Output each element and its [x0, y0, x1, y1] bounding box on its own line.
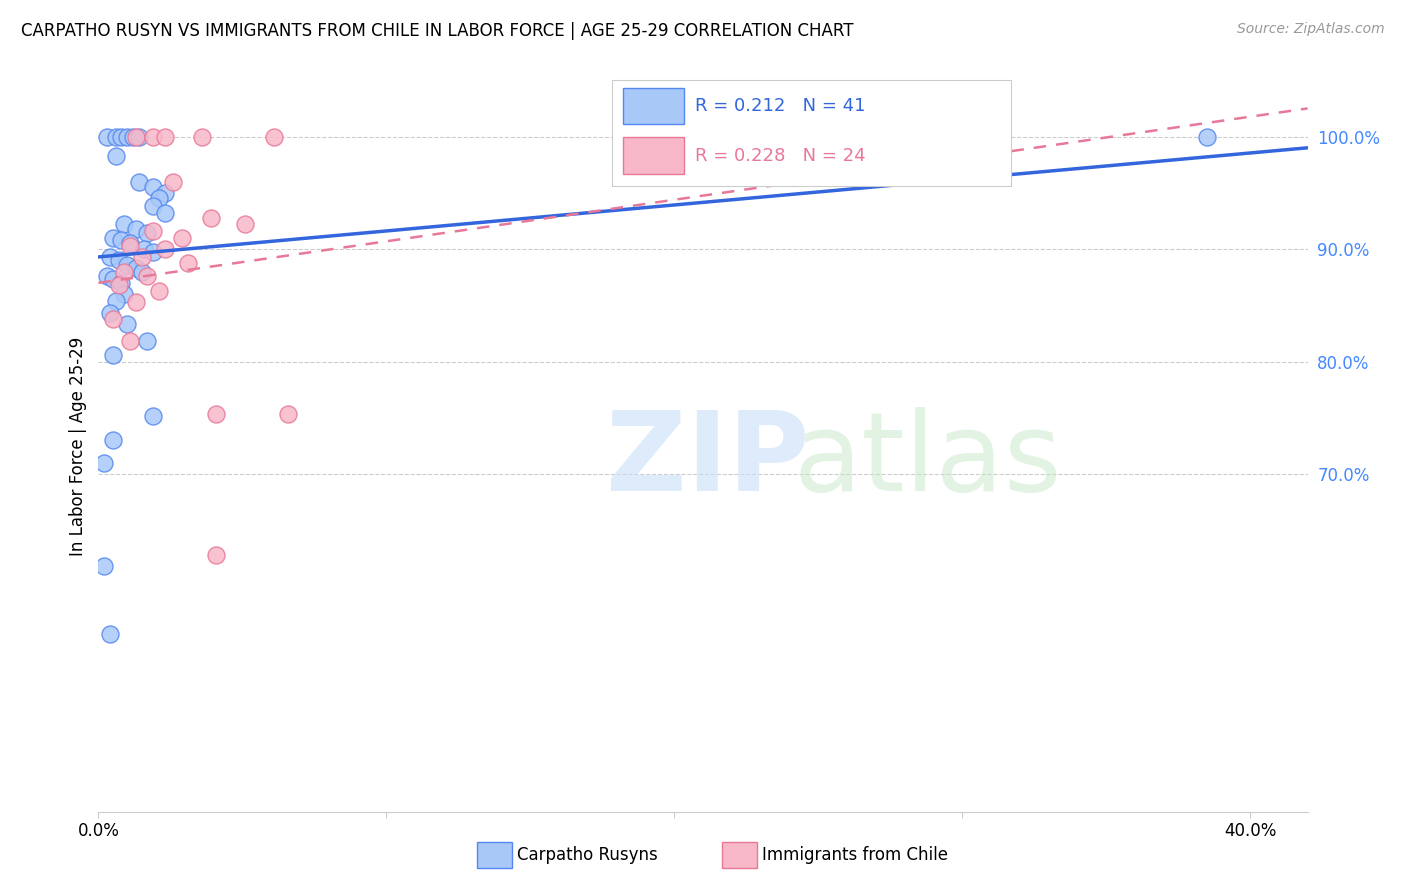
FancyBboxPatch shape [477, 842, 512, 868]
Point [101, 272, 124, 286]
Point [107, 278, 129, 293]
Point [142, 129, 165, 144]
Point [205, 408, 228, 422]
Point [115, 318, 138, 332]
Point [125, 129, 148, 144]
Point [98, 627, 121, 641]
Point [277, 408, 299, 422]
Point [101, 434, 124, 448]
Point [120, 238, 142, 252]
Point [136, 227, 159, 241]
Y-axis label: In Labor Force | Age 25-29: In Labor Force | Age 25-29 [69, 336, 87, 556]
Point [153, 206, 176, 220]
Point [110, 276, 132, 290]
Point [153, 129, 176, 144]
Point [112, 264, 135, 278]
Point [134, 242, 156, 256]
Point [101, 311, 124, 326]
Point [200, 211, 222, 225]
Point [120, 334, 142, 349]
Text: Source: ZipAtlas.com: Source: ZipAtlas.com [1237, 22, 1385, 37]
Point [115, 129, 138, 144]
Text: Immigrants from Chile: Immigrants from Chile [762, 846, 948, 863]
Point [142, 180, 165, 194]
Point [1195, 129, 1218, 144]
Text: atlas: atlas [793, 407, 1062, 514]
FancyBboxPatch shape [623, 137, 683, 174]
Point [101, 348, 124, 362]
Point [125, 295, 148, 310]
Point [110, 129, 132, 144]
Point [110, 233, 132, 247]
Point [112, 287, 135, 301]
FancyBboxPatch shape [623, 87, 683, 124]
Point [170, 231, 193, 245]
Point [125, 261, 148, 276]
Point [136, 269, 159, 284]
Point [128, 129, 150, 144]
Point [148, 284, 170, 298]
Point [131, 264, 153, 278]
Point [93, 456, 115, 470]
Point [104, 293, 127, 308]
FancyBboxPatch shape [613, 80, 1011, 186]
Point [153, 242, 176, 256]
Point [142, 245, 165, 260]
Point [233, 217, 256, 231]
Text: CARPATHO RUSYN VS IMMIGRANTS FROM CHILE IN LABOR FORCE | AGE 25-29 CORRELATION C: CARPATHO RUSYN VS IMMIGRANTS FROM CHILE … [21, 22, 853, 40]
Point [112, 217, 135, 231]
Point [115, 258, 138, 272]
Point [120, 236, 142, 251]
Point [96, 129, 118, 144]
Point [104, 149, 127, 163]
Point [128, 175, 150, 189]
Point [148, 191, 170, 205]
FancyBboxPatch shape [723, 842, 758, 868]
Point [205, 548, 228, 562]
Point [131, 250, 153, 264]
Text: R = 0.228   N = 24: R = 0.228 N = 24 [695, 146, 865, 165]
Point [191, 129, 214, 144]
Point [136, 334, 159, 349]
Point [162, 175, 184, 189]
Text: R = 0.212   N = 41: R = 0.212 N = 41 [695, 97, 865, 115]
Point [263, 129, 285, 144]
Point [104, 129, 127, 144]
Text: ZIP: ZIP [606, 407, 810, 514]
Point [122, 129, 145, 144]
Point [98, 306, 121, 320]
Point [125, 222, 148, 236]
Point [93, 559, 115, 574]
Text: Carpatho Rusyns: Carpatho Rusyns [517, 846, 658, 863]
Point [101, 231, 124, 245]
Point [153, 186, 176, 200]
Point [142, 224, 165, 238]
Point [142, 199, 165, 213]
Point [98, 250, 121, 264]
Point [142, 409, 165, 423]
Point [176, 255, 198, 269]
Point [96, 269, 118, 284]
Point [107, 253, 129, 268]
